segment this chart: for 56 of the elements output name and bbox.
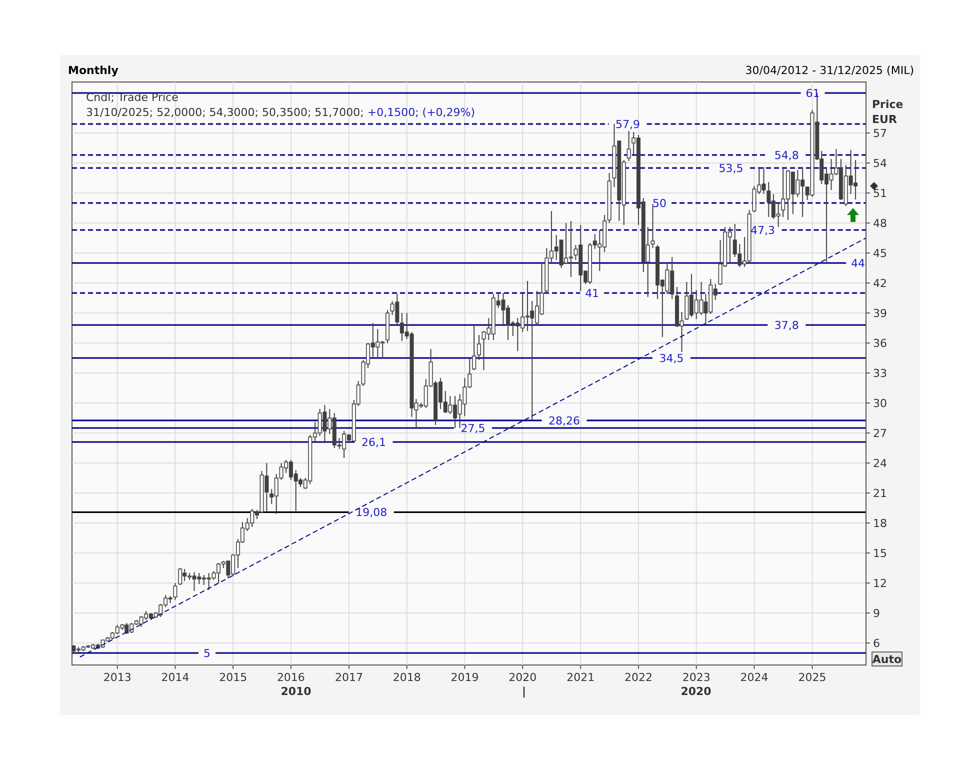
ref-line-label: 5 xyxy=(203,647,210,660)
x-tick-label: 2016 xyxy=(276,671,305,684)
chart-title: Monthly xyxy=(68,64,118,77)
y-tick-label: 27 xyxy=(873,427,887,440)
ref-line-label: 50 xyxy=(652,197,667,210)
text: | xyxy=(522,685,526,698)
ref-line-label: 19,08 xyxy=(356,506,388,520)
x-tick-label: 2024 xyxy=(740,671,768,684)
y-tick-label: 6 xyxy=(873,637,880,650)
y-tick-label: 51 xyxy=(873,187,887,200)
y-tick-label: 30 xyxy=(873,397,887,410)
text: Auto xyxy=(872,653,902,666)
x-tick-label: 2025 xyxy=(798,671,826,684)
x-tick-label: 2014 xyxy=(161,671,190,684)
x-tick-label: 2019 xyxy=(450,671,479,684)
y-tick-label: 12 xyxy=(873,577,887,590)
ref-line-label: 28,26 xyxy=(548,414,580,428)
ref-line-label: 54,8 xyxy=(774,149,799,162)
ref-line-label: 47,3 xyxy=(750,224,776,237)
y-tick-label: 24 xyxy=(873,457,887,470)
y-tick-label: 48 xyxy=(873,217,887,230)
ref-line-label: 61 xyxy=(806,87,820,100)
ref-line-label: 26,1 xyxy=(361,436,386,449)
y-tick-label: 36 xyxy=(873,337,887,350)
chart-subtitle: 30/04/2012 - 31/12/2025 (MIL) xyxy=(745,64,914,77)
y-tick-label: 42 xyxy=(873,277,887,290)
x-tick-label: 2013 xyxy=(103,671,132,684)
x-tick-label: 2020 xyxy=(508,671,537,684)
y-tick-label: 9 xyxy=(873,607,880,620)
ref-line-label: 57,9 xyxy=(616,118,640,131)
annotation: Cndl; Trade Price xyxy=(86,91,179,104)
y-tick-label: 54 xyxy=(873,157,887,170)
y-tick-label: 18 xyxy=(873,517,887,530)
x-tick-label: 2021 xyxy=(566,671,595,684)
y-tick-label: 39 xyxy=(873,307,887,320)
ref-line-label: 41 xyxy=(585,287,600,300)
y-tick-label: 57 xyxy=(873,127,887,140)
x-tick-label: 2018 xyxy=(392,671,421,684)
x-tick-label: 2017 xyxy=(334,671,363,684)
ref-line-label: 53,5 xyxy=(718,162,744,175)
ref-line-label: 34,5 xyxy=(659,352,684,365)
y-axis-title: Price EUR xyxy=(872,98,904,126)
ref-line-label: 44 xyxy=(851,257,866,270)
x-tick-label: 2023 xyxy=(682,671,710,684)
x-tick-label: 2022 xyxy=(624,671,652,684)
y-tick-label: 15 xyxy=(873,547,887,560)
text: 2020 xyxy=(680,685,712,698)
x-tick-label: 2015 xyxy=(219,671,248,684)
ref-line-label: 27,5 xyxy=(460,422,486,435)
y-tick-label: 33 xyxy=(873,367,887,380)
annotation: 31/10/2025; 52,0000; 54,3000; 50,3500; 51,7000; xyxy=(86,106,364,119)
annotation: +0,1500; (+0,29%) xyxy=(364,106,476,119)
y-tick-label: 45 xyxy=(873,247,887,260)
text: 2010 xyxy=(280,685,312,698)
ref-line-label: 37,8 xyxy=(774,319,799,332)
y-tick-label: 21 xyxy=(873,487,887,500)
